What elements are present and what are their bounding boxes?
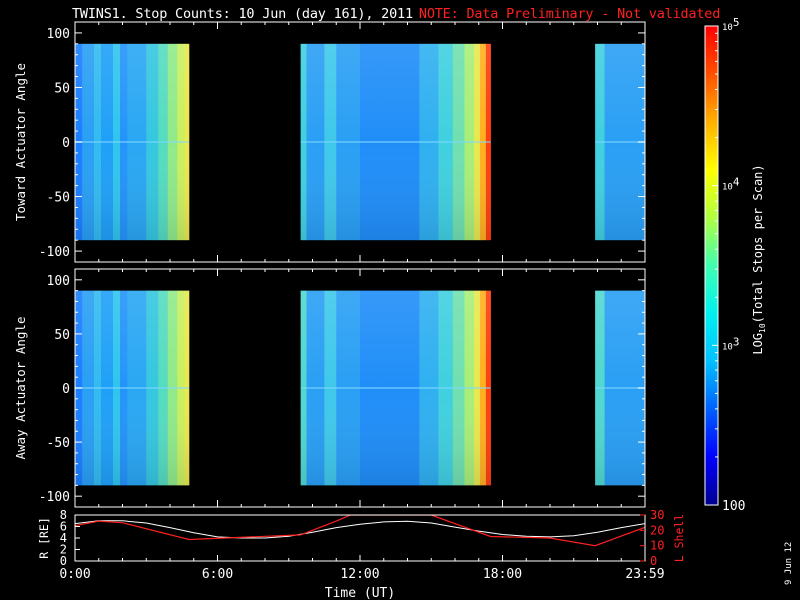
lshell-series-line	[75, 515, 645, 547]
y-tick-label: -50	[47, 191, 70, 206]
colorbar-tick-label: 100	[722, 499, 745, 514]
y-tick-label: 0	[62, 382, 70, 397]
y-tick-label: -100	[39, 490, 70, 505]
y-tick-label: 8	[60, 508, 67, 522]
y-tick-label: 4	[60, 531, 67, 545]
colorbar-gradient	[704, 25, 719, 506]
y-tick-label: 6	[60, 520, 67, 534]
title-note: NOTE: Data Preliminary - Not validated	[418, 6, 721, 22]
y-tick-label: 0	[62, 136, 70, 151]
x-tick-label: 0:00	[59, 567, 90, 582]
y-right-axis-label: L Shell	[672, 514, 686, 562]
orbit-lines	[75, 515, 645, 547]
y-tick-label: 100	[47, 274, 70, 289]
y-right-tick-label: 10	[650, 539, 664, 553]
y-axis-label: R [RE]	[37, 517, 51, 559]
y-right-tick-label: 30	[650, 508, 664, 522]
y-axis-label: Toward Actuator Angle	[13, 63, 28, 221]
x-tick-label: 18:00	[483, 567, 522, 582]
r-series-line	[75, 520, 645, 539]
colorbar-tick-label: 103	[722, 335, 739, 352]
y-tick-label: -100	[39, 245, 70, 260]
x-tick-label: 6:00	[202, 567, 233, 582]
x-axis-label: Time (UT)	[325, 586, 395, 600]
y-right-tick-label: 0	[650, 554, 657, 568]
y-tick-label: 0	[60, 554, 67, 568]
colorbar: 105 104 103 100 LOG10(Total Stops per Scan)	[704, 16, 767, 514]
y-right-tick-label: 20	[650, 523, 664, 537]
title-main: TWINS1. Stop Counts: 10 Jun (day 161), 2…	[72, 6, 413, 22]
y-tick-label: 2	[60, 543, 67, 557]
y-tick-label: -50	[47, 436, 70, 451]
y-tick-label: 50	[54, 328, 70, 343]
x-tick-label: 23:59	[625, 567, 664, 582]
chart-title: TWINS1. Stop Counts: 10 Jun (day 161), 2…	[72, 6, 720, 22]
y-tick-label: 50	[54, 81, 70, 96]
y-tick-label: 100	[47, 27, 70, 42]
away-panel: 100 50 0 -50 -100 Away Actuator Angle	[13, 268, 646, 508]
toward-panel: 100 50 0 -50 -100 Toward Actuator Angle	[13, 21, 646, 263]
colorbar-tick-label: 105	[722, 16, 739, 33]
colorbar-tick-label: 104	[722, 176, 740, 193]
colorbar-label: LOG10(Total Stops per Scan)	[751, 164, 767, 354]
x-tick-label: 12:00	[340, 567, 379, 582]
plot-background	[75, 515, 645, 561]
y-axis-label: Away Actuator Angle	[13, 317, 28, 460]
